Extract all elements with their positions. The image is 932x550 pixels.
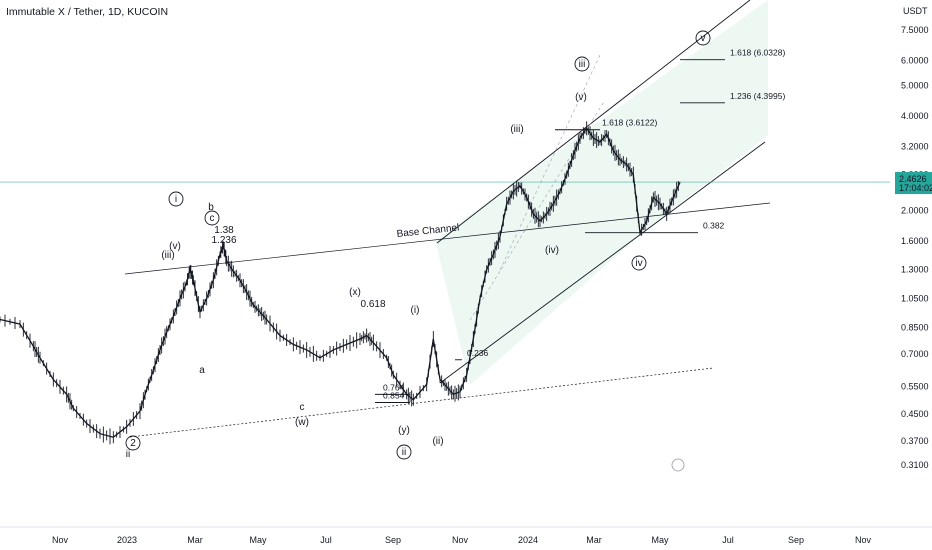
wave-label-circle: [168, 191, 184, 207]
countdown-value: 17:04:02: [899, 183, 932, 193]
x-tick-label: Nov: [855, 535, 872, 545]
y-tick-label: 0.3100: [901, 460, 929, 470]
x-tick-label: Nov: [52, 535, 69, 545]
last-price-tag: [895, 172, 932, 195]
x-tick-label: May: [249, 535, 267, 545]
y-tick-label: 0.3700: [901, 436, 929, 446]
x-tick-label: 2023: [117, 535, 137, 545]
wave-label: iv: [635, 258, 642, 269]
x-tick-label: Jul: [722, 535, 734, 545]
wave-label: (w): [295, 417, 309, 428]
x-tick-label: Sep: [385, 535, 401, 545]
y-tick-label: 5.0000: [901, 80, 929, 90]
x-tick-label: Jul: [320, 535, 332, 545]
wave-label: ii: [126, 449, 130, 460]
y-tick-label: 0.4500: [901, 409, 929, 419]
wave-label: 2: [130, 438, 136, 449]
wave-label-circle: [204, 210, 220, 226]
y-tick-label: 1.0500: [901, 293, 929, 303]
inner-channel-1: [469, 99, 606, 321]
x-tick-label: May: [651, 535, 669, 545]
wave-label: (v): [575, 92, 587, 103]
wave-label: a: [199, 365, 205, 376]
wave-label: 1.236: [211, 235, 236, 246]
fib-level-label: 1.618 (3.6122): [602, 118, 657, 128]
wave-label: (iv): [545, 245, 559, 256]
channel-fill: [435, 0, 768, 385]
base-channel-lower: [129, 367, 714, 438]
y-tick-label: 1.6000: [901, 236, 929, 246]
chart-title: Immutable X / Tether, 1D, KUCOIN: [6, 6, 169, 18]
wave-label: b: [208, 202, 214, 213]
currency-label: USDT: [903, 6, 928, 16]
wave-label: (v): [169, 241, 181, 252]
wave-label: (x): [349, 287, 361, 298]
fib-level-label: 1.236 (4.3995): [730, 91, 785, 101]
fib-level-label: 0.854: [383, 390, 405, 400]
y-tick-label: 4.0000: [901, 111, 929, 121]
y-tick-label: 1.3000: [901, 264, 929, 274]
wave-label-circle: [396, 444, 412, 460]
x-tick-label: Mar: [586, 535, 602, 545]
wave-label-circle: [695, 30, 711, 46]
y-tick-label: 6.0000: [901, 55, 929, 65]
x-tick-label: 2024: [518, 535, 538, 545]
wave-label: c: [210, 213, 215, 224]
x-tick-label: Nov: [452, 535, 469, 545]
lightning-icon: [671, 458, 685, 472]
y-tick-label: 0.5500: [901, 382, 929, 392]
x-tick-label: Sep: [788, 535, 804, 545]
y-tick-label: 3.2000: [901, 141, 929, 151]
wave-label: (iii): [161, 250, 174, 261]
y-tick-label: 0.8500: [901, 322, 929, 332]
wave-label: i: [175, 194, 177, 205]
fib-level-label: 0.236: [467, 348, 489, 358]
base-channel-upper: [124, 202, 771, 275]
y-tick-label: 7.5000: [901, 25, 929, 35]
wave-label: (iii): [510, 124, 523, 135]
wave-label: ii: [402, 447, 406, 458]
fib-level-label: 1.618 (6.0328): [730, 48, 785, 58]
upper-channel-line: [436, 0, 751, 244]
wave-label: c: [300, 402, 305, 413]
y-tick-label: 0.7000: [901, 349, 929, 359]
fib-level-label: 0.764: [383, 382, 405, 392]
wave-label: iii: [579, 59, 586, 70]
y-tick-label: 2.0000: [901, 205, 929, 215]
wave-label-circle: [125, 435, 141, 451]
wave-label-circle: [631, 255, 647, 271]
wave-label: v: [701, 33, 706, 44]
wave-label: (i): [411, 305, 420, 316]
wave-label-circle: [574, 56, 590, 72]
wave-label: (y): [398, 425, 410, 436]
x-tick-label: Mar: [187, 535, 203, 545]
wave-label: (ii): [432, 436, 443, 447]
wave-label: 1.38: [214, 225, 234, 236]
fib-level-label: 0.382: [703, 221, 725, 231]
wave-label: 0.618: [360, 299, 385, 310]
last-price-value: 2.4626: [899, 174, 927, 184]
